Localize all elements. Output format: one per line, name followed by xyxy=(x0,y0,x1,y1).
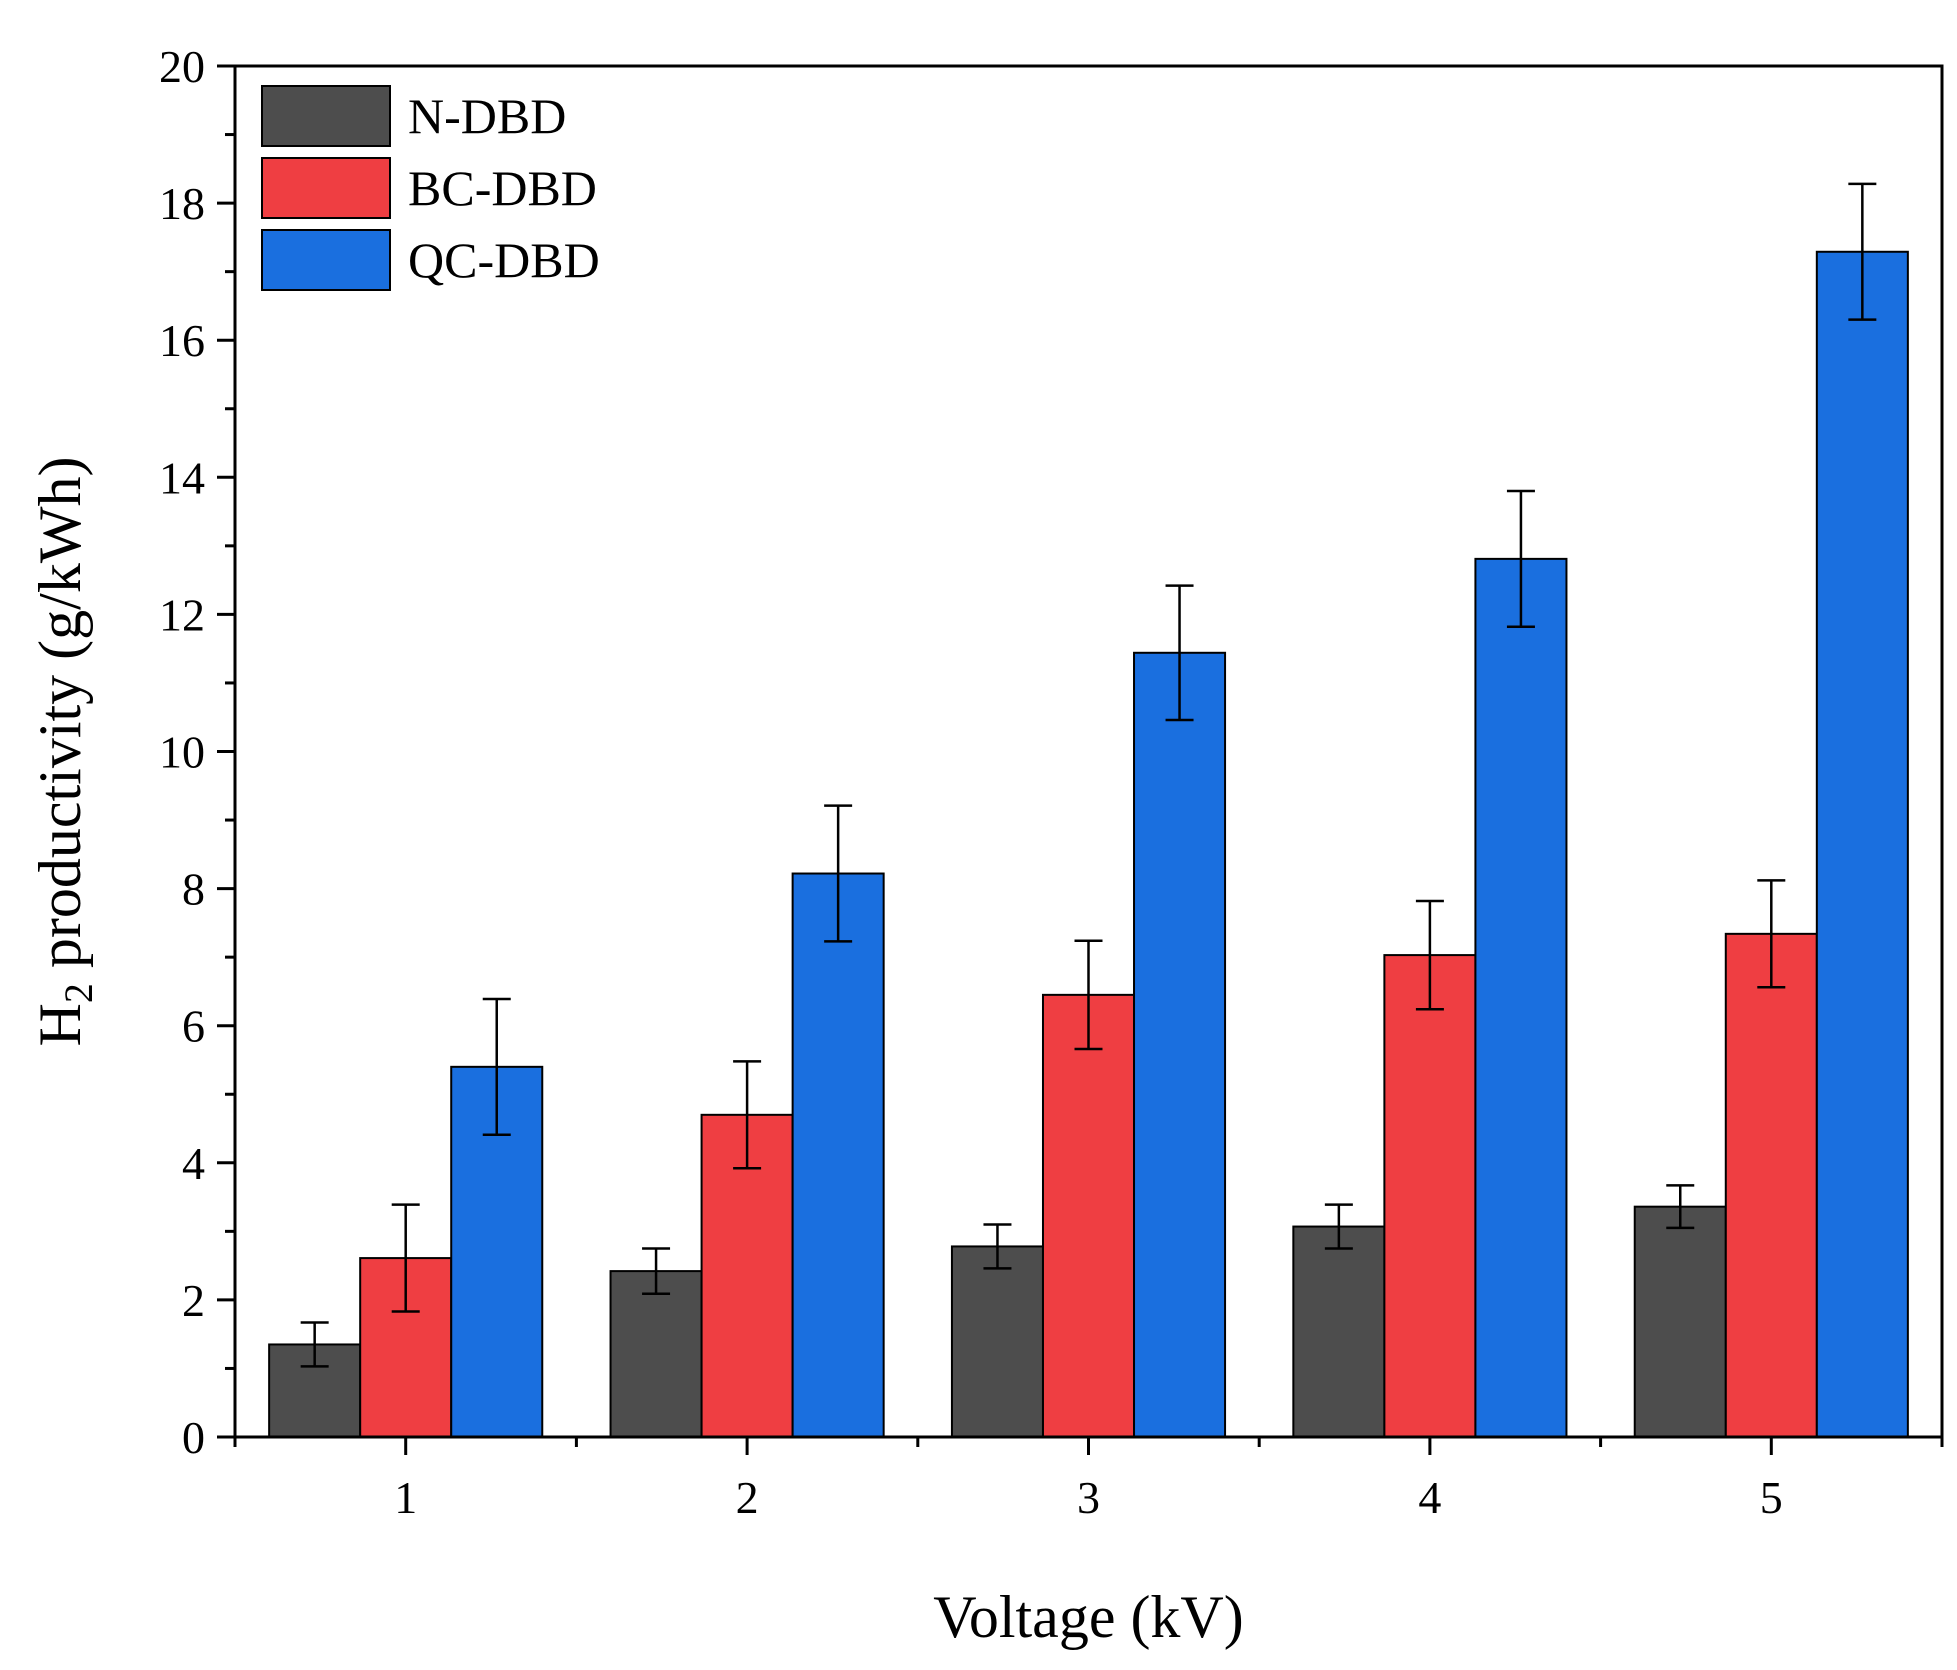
y-tick-label: 12 xyxy=(159,589,205,640)
bar xyxy=(791,872,885,1438)
error-bars-layer xyxy=(300,182,1877,1368)
bar xyxy=(1633,1205,1727,1438)
y-axis-title-rest: productivity (g/kWh) xyxy=(27,457,93,984)
x-axis: 1 2 3 4 5 xyxy=(233,1437,1944,1523)
bar xyxy=(609,1270,703,1439)
bar xyxy=(950,1245,1044,1439)
x-tick-label: 2 xyxy=(736,1472,759,1523)
bar xyxy=(1815,250,1909,1438)
x-tick-label: 1 xyxy=(394,1472,417,1523)
legend-swatch xyxy=(261,85,391,147)
legend-label: QC-DBD xyxy=(408,232,600,288)
y-axis-title-main: H xyxy=(27,1003,93,1046)
y-tick-label: 18 xyxy=(159,178,205,229)
y-tick-label: 16 xyxy=(159,315,205,366)
y-tick-label: 4 xyxy=(182,1138,205,1189)
x-axis-title: Voltage (kV) xyxy=(933,1584,1244,1650)
y-tick-label: 20 xyxy=(159,41,205,92)
y-axis: 0 2 4 6 8 10 12 14 16 18 20 xyxy=(159,41,235,1463)
x-tick-label: 4 xyxy=(1418,1472,1441,1523)
bar xyxy=(1474,557,1568,1438)
x-tick-label: 5 xyxy=(1760,1472,1783,1523)
legend-swatch xyxy=(261,157,391,219)
legend-label: N-DBD xyxy=(408,88,566,144)
bar xyxy=(1724,932,1818,1439)
y-tick-label: 10 xyxy=(159,727,205,778)
y-axis-title: H2 productivity (g/kWh) xyxy=(27,457,101,1047)
bar xyxy=(1041,993,1136,1438)
legend-label: BC-DBD xyxy=(408,160,597,216)
y-tick-label: 14 xyxy=(159,452,205,503)
legend: N-DBD BC-DBD QC-DBD xyxy=(261,85,600,291)
x-tick-label: 3 xyxy=(1077,1472,1100,1523)
y-axis-title-subscript: 2 xyxy=(56,983,101,1003)
bar xyxy=(1383,954,1477,1438)
y-tick-label: 6 xyxy=(182,1001,205,1052)
bars-layer xyxy=(268,250,1909,1439)
y-tick-label: 2 xyxy=(182,1275,205,1326)
y-tick-label: 0 xyxy=(182,1412,205,1463)
legend-swatch xyxy=(261,229,391,291)
y-tick-label: 8 xyxy=(182,864,205,915)
bar xyxy=(1292,1225,1386,1439)
bar xyxy=(1133,651,1227,1438)
